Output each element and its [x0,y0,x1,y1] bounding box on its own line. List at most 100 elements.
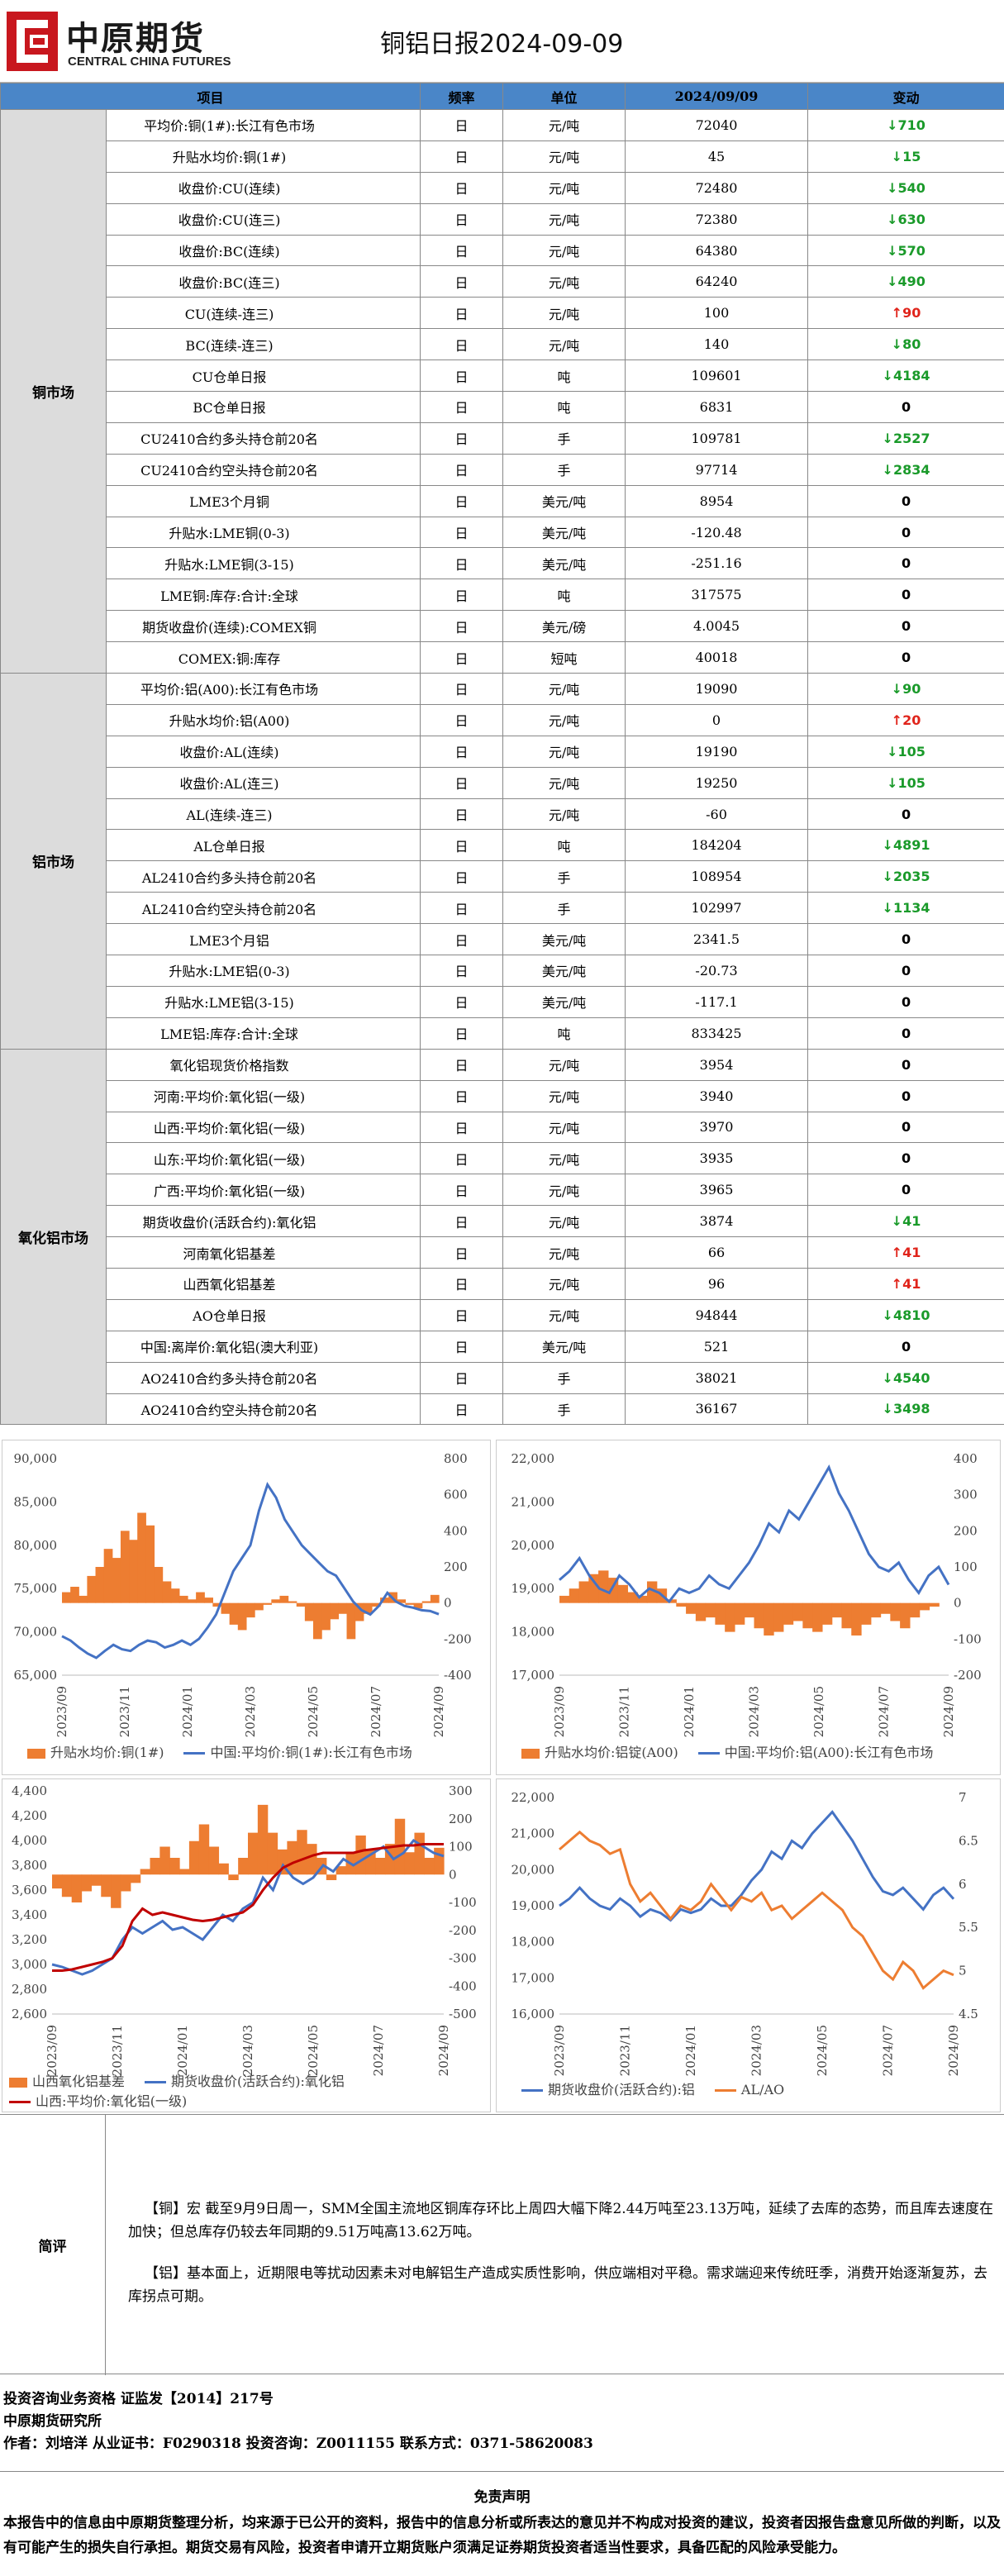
item-cell: CU2410合约空头持仓前20名 [105,453,421,486]
value-cell: 102997 [625,892,809,925]
x-tick-label: 2024/09 [946,2025,961,2076]
column-header-change: 变动 [807,83,1004,110]
data-bar [159,1846,170,1875]
value-cell: 109781 [625,421,809,455]
unit-cell: 吨 [502,829,626,862]
value-cell: 108954 [625,860,809,893]
value-cell: 184204 [625,829,809,862]
unit-cell: 手 [502,1393,626,1426]
y-right-tick-label: 200 [954,1523,978,1538]
frequency-cell: 日 [420,923,504,956]
frequency-cell: 日 [420,1205,504,1238]
data-bar [841,1602,852,1629]
item-cell: 收盘价:BC(连三) [105,265,421,298]
value-cell: 45 [625,140,809,173]
data-bar [137,1512,146,1603]
y-left-tick-label: 3,400 [12,1907,47,1922]
data-bar [267,1832,278,1875]
change-cell: ↓2527 [807,421,1004,455]
y-left-tick-label: 90,000 [14,1451,58,1466]
data-bar [812,1602,823,1632]
change-cell: ↓105 [807,735,1004,768]
data-bar [637,1595,648,1603]
change-cell: ↓2834 [807,453,1004,486]
x-tick-label: 2023/09 [552,2025,567,2076]
market-group-label: 铝市场 [0,673,107,1050]
report-header: 中原期货 CENTRAL CHINA FUTURES 铜铝日报2024-09-0… [0,0,1004,83]
x-tick-label: 2024/03 [240,2025,255,2076]
y-left-tick-label: 75,000 [14,1581,58,1596]
change-cell: ↓80 [807,328,1004,361]
y-right-tick-label: 200 [444,1559,468,1574]
data-bar [695,1602,707,1621]
value-cell: 521 [625,1330,809,1363]
x-tick-label: 2023/11 [110,2025,125,2076]
data-bar [296,1602,306,1607]
item-cell: 山西氧化铝基差 [105,1267,421,1300]
unit-cell: 美元/吨 [502,516,626,549]
legend-item: 中国:平均价:铝(A00):长江有色市场 [697,1741,933,1761]
series-line [559,1464,950,1604]
y-right-tick-label: 5 [959,1964,967,1978]
unit-cell: 元/吨 [502,798,626,831]
frequency-cell: 日 [420,484,504,517]
item-cell: 收盘价:AL(连续) [105,735,421,768]
change-cell: ↓630 [807,202,1004,236]
data-bar [238,1858,249,1875]
table-row: BC(连续-连三) 日元/吨 140 ↓80 [1,328,1004,361]
data-bar [598,1570,609,1603]
data-bar [61,1874,73,1897]
data-bar [196,1592,205,1603]
y-left-tick-label: 85,000 [14,1494,58,1509]
item-cell: LME3个月铝 [105,923,421,956]
table-row: 收盘价:CU(连续) 日元/吨 72480 ↓540 [1,171,1004,204]
data-bar [744,1602,755,1618]
data-bar [169,1858,180,1875]
y-right-tick-label: -100 [449,1895,477,1910]
legend-item: 期货收盘价(活跃合约):铝 [521,2078,695,2098]
data-bar [52,1874,63,1889]
item-cell: 氧化铝现货价格指数 [105,1048,421,1081]
change-cell: 0 [807,1111,1004,1144]
y-right-tick-label: -500 [449,2007,477,2021]
value-cell: 97714 [625,453,809,486]
data-bar [404,1852,416,1875]
item-cell: 升贴水:LME铜(3-15) [105,547,421,580]
data-bar [287,1840,297,1875]
table-row: LME铝:库存:合计:全球日吨 833425 0 [1,1017,1004,1050]
table-row: LME铜:库存:合计:全球日吨 317575 0 [1,579,1004,612]
data-bar [170,1588,180,1603]
x-tick-label: 2024/09 [941,1686,956,1737]
data-bar [120,1874,131,1892]
data-bar [271,1599,281,1603]
y-left-tick-label: 19,000 [512,1581,555,1596]
frequency-cell: 日 [420,1048,504,1081]
x-tick-label: 2023/11 [618,2025,633,2076]
value-cell: 64240 [625,265,809,298]
value-cell: 2341.5 [625,923,809,956]
frequency-cell: 日 [420,579,504,612]
value-cell: -117.1 [625,985,809,1018]
data-bar [204,1598,213,1603]
table-row: 中国:离岸价:氧化铝(澳大利亚) 日美元/吨 521 0 [1,1330,1004,1363]
unit-cell: 元/吨 [502,1079,626,1112]
unit-cell: 元/吨 [502,673,626,705]
x-tick-label: 2023/09 [552,1686,567,1737]
change-cell: 0 [807,798,1004,831]
item-cell: 广西:平均价:氧化铝(一级) [105,1174,421,1207]
column-header-frequency: 频率 [420,83,504,110]
unit-cell: 美元/吨 [502,985,626,1018]
data-bar [229,1602,239,1625]
data-bar [870,1602,882,1618]
column-header-unit: 单位 [502,83,626,110]
unit-cell: 元/吨 [502,140,626,173]
data-bar [178,1595,188,1603]
frequency-cell: 日 [420,234,504,267]
x-tick-label: 2024/03 [243,1686,258,1737]
charts-area: 90,000 85,000 80,000 75,000 70,000 65,000 800 6… [0,1436,1004,2114]
value-cell: 0 [625,703,809,736]
legend-label: AL/AO [740,2082,785,2097]
unit-cell: 元/吨 [502,171,626,204]
data-bar [764,1602,774,1636]
x-tick-label: 2023/09 [45,2025,59,2076]
